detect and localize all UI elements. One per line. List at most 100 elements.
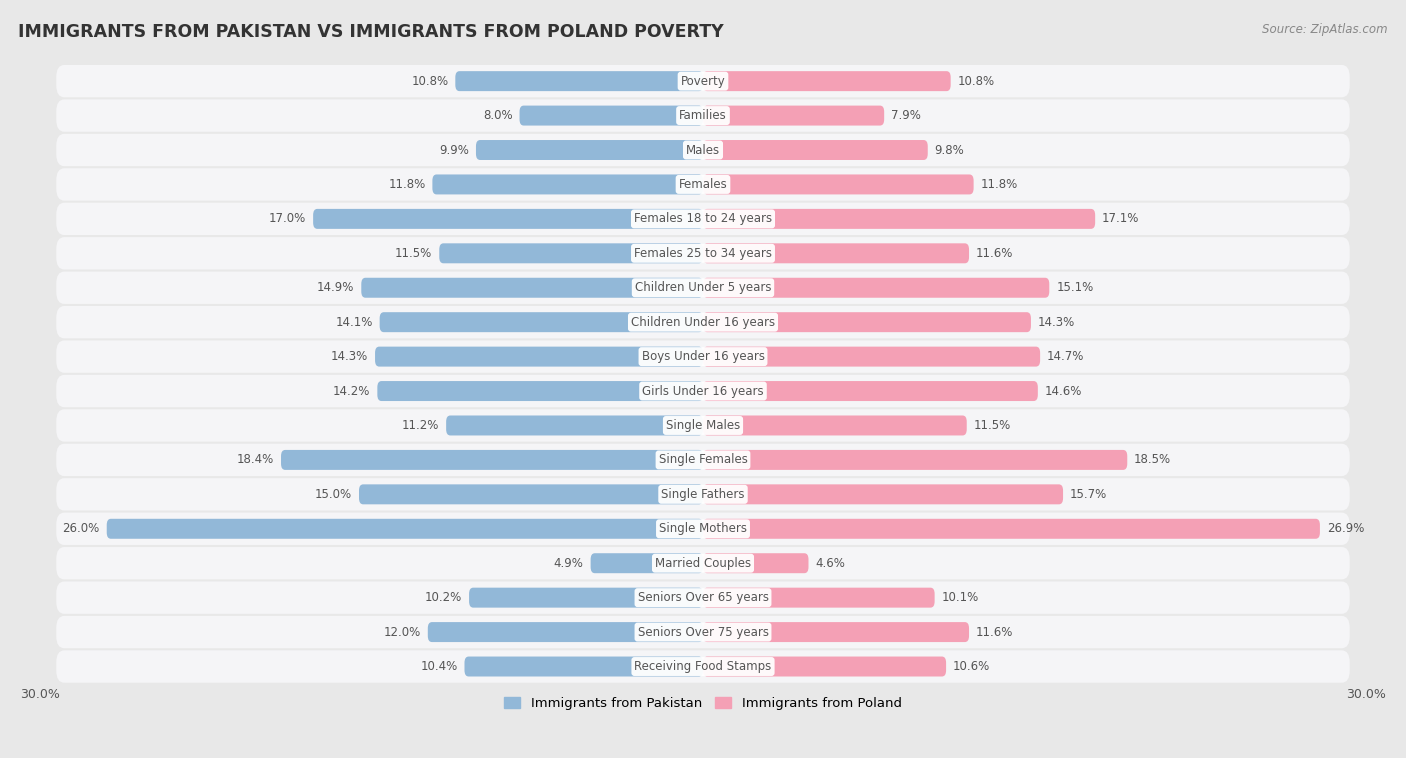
Text: 11.8%: 11.8% xyxy=(980,178,1018,191)
Text: 15.1%: 15.1% xyxy=(1056,281,1094,294)
FancyBboxPatch shape xyxy=(56,512,1350,545)
Text: 7.9%: 7.9% xyxy=(891,109,921,122)
FancyBboxPatch shape xyxy=(56,581,1350,614)
Text: 10.2%: 10.2% xyxy=(425,591,463,604)
FancyBboxPatch shape xyxy=(439,243,703,263)
Text: 11.6%: 11.6% xyxy=(976,247,1014,260)
FancyBboxPatch shape xyxy=(56,306,1350,338)
Text: 15.0%: 15.0% xyxy=(315,488,352,501)
FancyBboxPatch shape xyxy=(56,340,1350,373)
FancyBboxPatch shape xyxy=(427,622,703,642)
FancyBboxPatch shape xyxy=(56,237,1350,270)
FancyBboxPatch shape xyxy=(56,134,1350,166)
FancyBboxPatch shape xyxy=(703,518,1320,539)
Text: 11.5%: 11.5% xyxy=(973,419,1011,432)
FancyBboxPatch shape xyxy=(703,312,1031,332)
FancyBboxPatch shape xyxy=(703,415,967,435)
Text: 14.3%: 14.3% xyxy=(330,350,368,363)
Text: Seniors Over 65 years: Seniors Over 65 years xyxy=(637,591,769,604)
Text: Children Under 16 years: Children Under 16 years xyxy=(631,315,775,329)
Text: 30.0%: 30.0% xyxy=(20,688,59,701)
Text: Families: Families xyxy=(679,109,727,122)
Text: 10.4%: 10.4% xyxy=(420,660,457,673)
Text: Females 25 to 34 years: Females 25 to 34 years xyxy=(634,247,772,260)
Text: Single Males: Single Males xyxy=(666,419,740,432)
Text: 8.0%: 8.0% xyxy=(484,109,513,122)
FancyBboxPatch shape xyxy=(703,450,1128,470)
Text: 14.6%: 14.6% xyxy=(1045,384,1083,397)
Text: 14.3%: 14.3% xyxy=(1038,315,1076,329)
Text: 10.8%: 10.8% xyxy=(412,74,449,88)
Text: Married Couples: Married Couples xyxy=(655,556,751,570)
FancyBboxPatch shape xyxy=(470,587,703,608)
Text: 17.1%: 17.1% xyxy=(1102,212,1139,225)
FancyBboxPatch shape xyxy=(464,656,703,676)
FancyBboxPatch shape xyxy=(703,209,1095,229)
Text: 10.6%: 10.6% xyxy=(953,660,990,673)
Text: Receiving Food Stamps: Receiving Food Stamps xyxy=(634,660,772,673)
FancyBboxPatch shape xyxy=(56,271,1350,304)
FancyBboxPatch shape xyxy=(375,346,703,367)
Text: Boys Under 16 years: Boys Under 16 years xyxy=(641,350,765,363)
Text: 14.2%: 14.2% xyxy=(333,384,370,397)
FancyBboxPatch shape xyxy=(380,312,703,332)
FancyBboxPatch shape xyxy=(703,656,946,676)
Text: Children Under 5 years: Children Under 5 years xyxy=(634,281,772,294)
FancyBboxPatch shape xyxy=(703,140,928,160)
FancyBboxPatch shape xyxy=(56,650,1350,683)
FancyBboxPatch shape xyxy=(377,381,703,401)
Text: 18.5%: 18.5% xyxy=(1135,453,1171,466)
Text: 11.6%: 11.6% xyxy=(976,625,1014,638)
FancyBboxPatch shape xyxy=(56,99,1350,132)
FancyBboxPatch shape xyxy=(446,415,703,435)
Text: 26.9%: 26.9% xyxy=(1327,522,1364,535)
FancyBboxPatch shape xyxy=(703,622,969,642)
Text: 14.9%: 14.9% xyxy=(316,281,354,294)
FancyBboxPatch shape xyxy=(703,587,935,608)
FancyBboxPatch shape xyxy=(56,616,1350,648)
FancyBboxPatch shape xyxy=(703,484,1063,504)
FancyBboxPatch shape xyxy=(361,277,703,298)
FancyBboxPatch shape xyxy=(703,71,950,91)
FancyBboxPatch shape xyxy=(56,65,1350,97)
FancyBboxPatch shape xyxy=(520,105,703,126)
FancyBboxPatch shape xyxy=(703,277,1049,298)
Text: Females: Females xyxy=(679,178,727,191)
Text: 9.8%: 9.8% xyxy=(935,143,965,156)
FancyBboxPatch shape xyxy=(703,553,808,573)
Text: 26.0%: 26.0% xyxy=(63,522,100,535)
FancyBboxPatch shape xyxy=(456,71,703,91)
Text: 10.1%: 10.1% xyxy=(942,591,979,604)
FancyBboxPatch shape xyxy=(703,346,1040,367)
FancyBboxPatch shape xyxy=(56,478,1350,511)
FancyBboxPatch shape xyxy=(591,553,703,573)
Text: 11.8%: 11.8% xyxy=(388,178,426,191)
Text: 10.8%: 10.8% xyxy=(957,74,994,88)
Text: Poverty: Poverty xyxy=(681,74,725,88)
Text: 14.7%: 14.7% xyxy=(1047,350,1084,363)
Text: Males: Males xyxy=(686,143,720,156)
FancyBboxPatch shape xyxy=(314,209,703,229)
Text: 30.0%: 30.0% xyxy=(1347,688,1386,701)
FancyBboxPatch shape xyxy=(56,443,1350,476)
Text: 4.9%: 4.9% xyxy=(554,556,583,570)
FancyBboxPatch shape xyxy=(703,381,1038,401)
FancyBboxPatch shape xyxy=(477,140,703,160)
FancyBboxPatch shape xyxy=(703,174,973,195)
FancyBboxPatch shape xyxy=(56,375,1350,407)
Text: IMMIGRANTS FROM PAKISTAN VS IMMIGRANTS FROM POLAND POVERTY: IMMIGRANTS FROM PAKISTAN VS IMMIGRANTS F… xyxy=(18,23,724,41)
Text: 9.9%: 9.9% xyxy=(439,143,470,156)
FancyBboxPatch shape xyxy=(56,168,1350,201)
FancyBboxPatch shape xyxy=(359,484,703,504)
FancyBboxPatch shape xyxy=(703,105,884,126)
Legend: Immigrants from Pakistan, Immigrants from Poland: Immigrants from Pakistan, Immigrants fro… xyxy=(499,691,907,715)
Text: 14.1%: 14.1% xyxy=(336,315,373,329)
Text: 11.2%: 11.2% xyxy=(402,419,439,432)
FancyBboxPatch shape xyxy=(56,547,1350,579)
Text: 15.7%: 15.7% xyxy=(1070,488,1107,501)
FancyBboxPatch shape xyxy=(703,243,969,263)
FancyBboxPatch shape xyxy=(56,202,1350,235)
Text: Girls Under 16 years: Girls Under 16 years xyxy=(643,384,763,397)
Text: Single Fathers: Single Fathers xyxy=(661,488,745,501)
Text: Single Females: Single Females xyxy=(658,453,748,466)
